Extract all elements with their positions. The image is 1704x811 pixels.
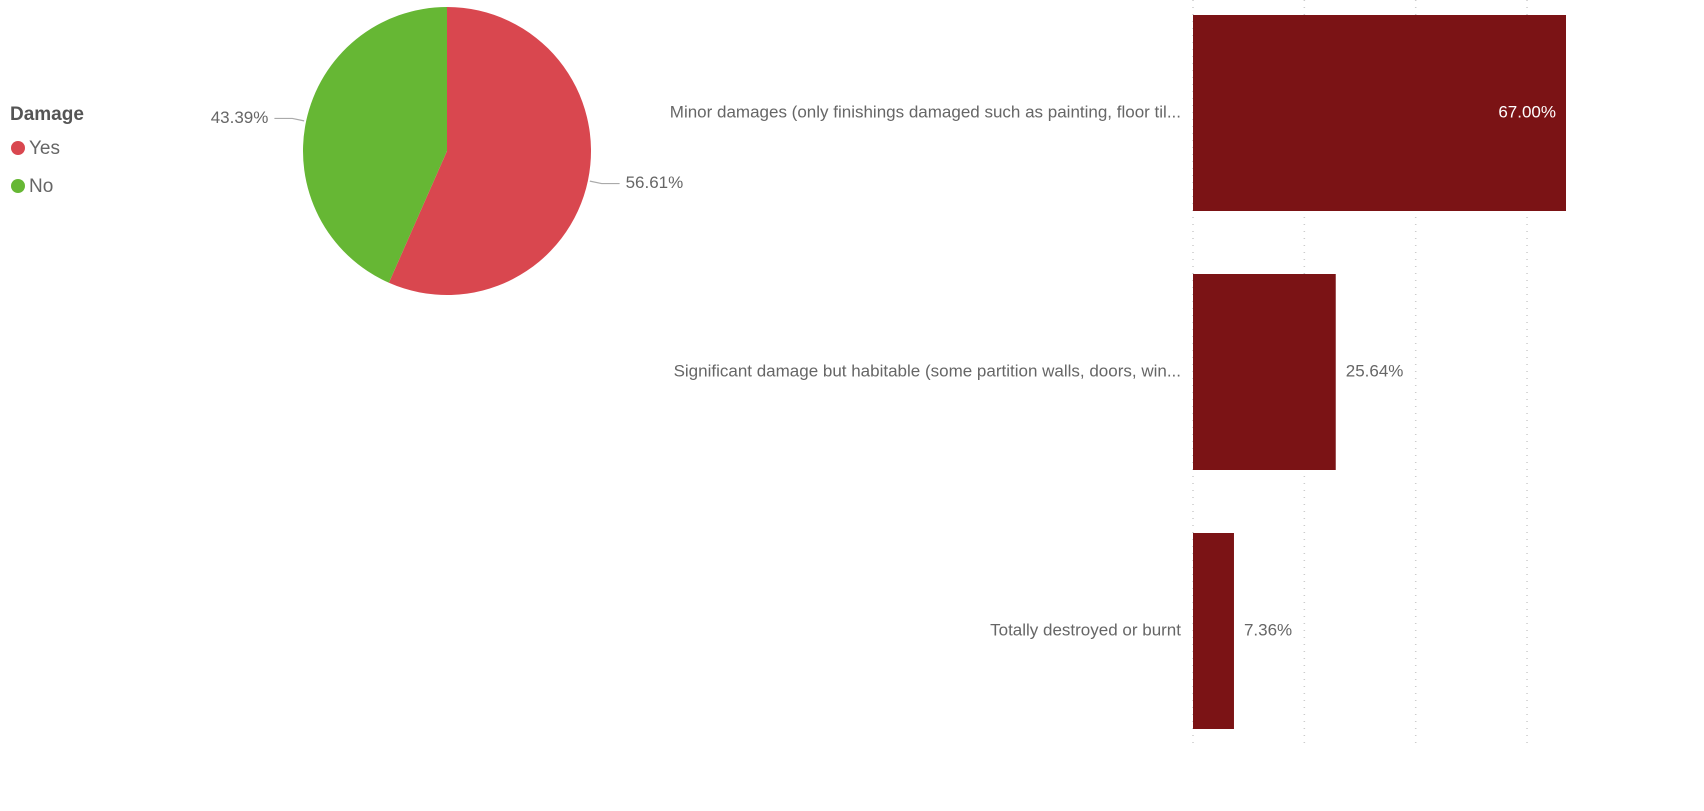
category-label: Minor damages (only finishings damaged s… [670, 102, 1181, 121]
pie-slice [303, 7, 447, 283]
legend-label: Yes [29, 138, 60, 159]
data-label: 25.64% [1346, 361, 1404, 380]
data-label: 7.36% [1244, 620, 1292, 639]
category-label: Significant damage but habitable (some p… [674, 361, 1181, 380]
legend-marker [11, 179, 25, 193]
data-label: 56.61% [626, 173, 684, 192]
bar [1193, 15, 1566, 211]
pie-slice [388, 7, 592, 295]
data-label: 67.00% [1498, 102, 1556, 121]
legend-marker [11, 141, 25, 155]
data-label: 43.39% [211, 108, 269, 127]
legend-title: Damage [10, 104, 84, 125]
legend-label: No [29, 176, 53, 197]
bar [1193, 533, 1234, 729]
category-label: Totally destroyed or burnt [990, 620, 1181, 639]
leader-line [274, 117, 305, 122]
bar [1193, 274, 1336, 470]
leader-line [589, 180, 620, 185]
